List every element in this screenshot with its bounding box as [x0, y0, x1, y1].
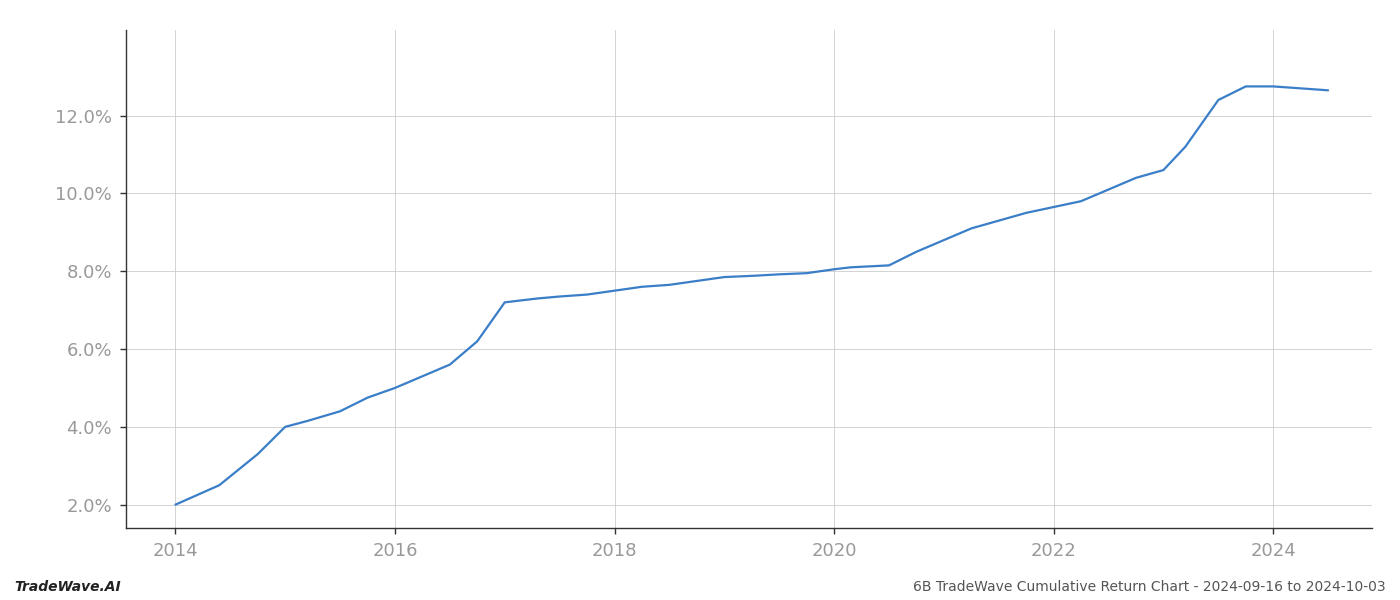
Text: 6B TradeWave Cumulative Return Chart - 2024-09-16 to 2024-10-03: 6B TradeWave Cumulative Return Chart - 2… — [913, 580, 1386, 594]
Text: TradeWave.AI: TradeWave.AI — [14, 580, 120, 594]
